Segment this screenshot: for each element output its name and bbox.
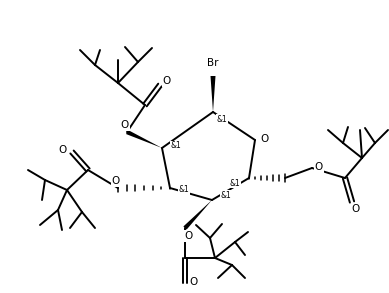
Polygon shape (183, 200, 212, 229)
Text: &1: &1 (217, 115, 228, 124)
Text: &1: &1 (171, 142, 181, 151)
Text: O: O (121, 120, 129, 130)
Text: O: O (190, 277, 198, 287)
Polygon shape (210, 76, 216, 112)
Text: &1: &1 (179, 185, 189, 195)
Text: Br: Br (207, 58, 219, 68)
Text: O: O (185, 231, 193, 241)
Polygon shape (126, 130, 162, 148)
Text: &1: &1 (221, 190, 231, 200)
Text: O: O (163, 76, 171, 86)
Text: O: O (315, 162, 323, 172)
Text: &1: &1 (230, 178, 240, 188)
Text: O: O (112, 176, 120, 186)
Text: O: O (261, 134, 269, 144)
Text: O: O (352, 204, 360, 214)
Text: O: O (59, 145, 67, 155)
